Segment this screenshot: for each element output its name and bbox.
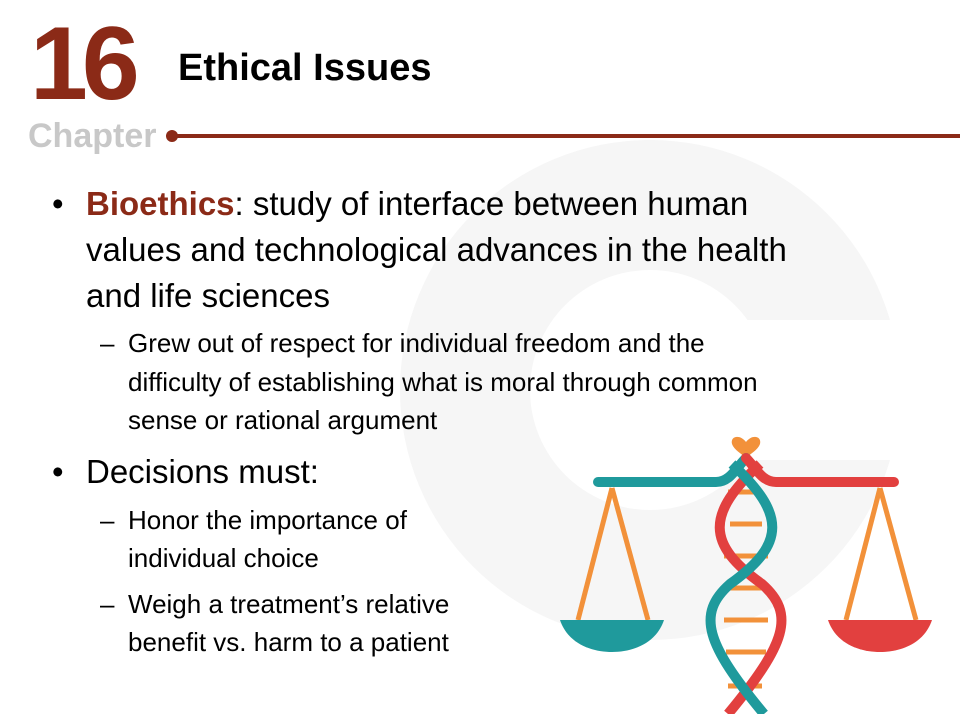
heart-icon	[731, 436, 761, 458]
chapter-number: 16	[30, 6, 140, 122]
bullet-text: Decisions must:	[86, 453, 319, 490]
bullet-text: : study of interface between human	[234, 185, 749, 222]
sub-bullet-text: individual choice	[128, 543, 319, 573]
title-divider	[166, 130, 960, 142]
bullet-glyph: •	[52, 453, 64, 490]
bullet-glyph: •	[52, 185, 64, 222]
bioethics-term: Bioethics	[86, 185, 235, 222]
bullet-text: and life sciences	[86, 277, 330, 314]
sub-bullet-text: Weigh a treatment’s relative	[128, 589, 450, 619]
scales-dna-illustration	[560, 436, 932, 714]
sub-bullet-text: sense or rational argument	[128, 405, 438, 435]
dash-glyph: –	[100, 505, 115, 535]
sub-bullet-text: Grew out of respect for individual freed…	[128, 328, 705, 358]
bullet-text: values and technological advances in the…	[86, 231, 787, 268]
dash-glyph: –	[100, 589, 115, 619]
sub-bullet-text: difficulty of establishing what is moral…	[128, 367, 758, 397]
bullet-line: Bioethics: study of interface between hu…	[86, 181, 748, 227]
sub-bullet-text: Honor the importance of	[128, 505, 407, 535]
sub-bullet-text: benefit vs. harm to a patient	[128, 627, 449, 657]
dash-glyph: –	[100, 328, 115, 358]
slide-title: Ethical Issues	[178, 47, 432, 89]
chapter-label: Chapter	[28, 117, 157, 155]
